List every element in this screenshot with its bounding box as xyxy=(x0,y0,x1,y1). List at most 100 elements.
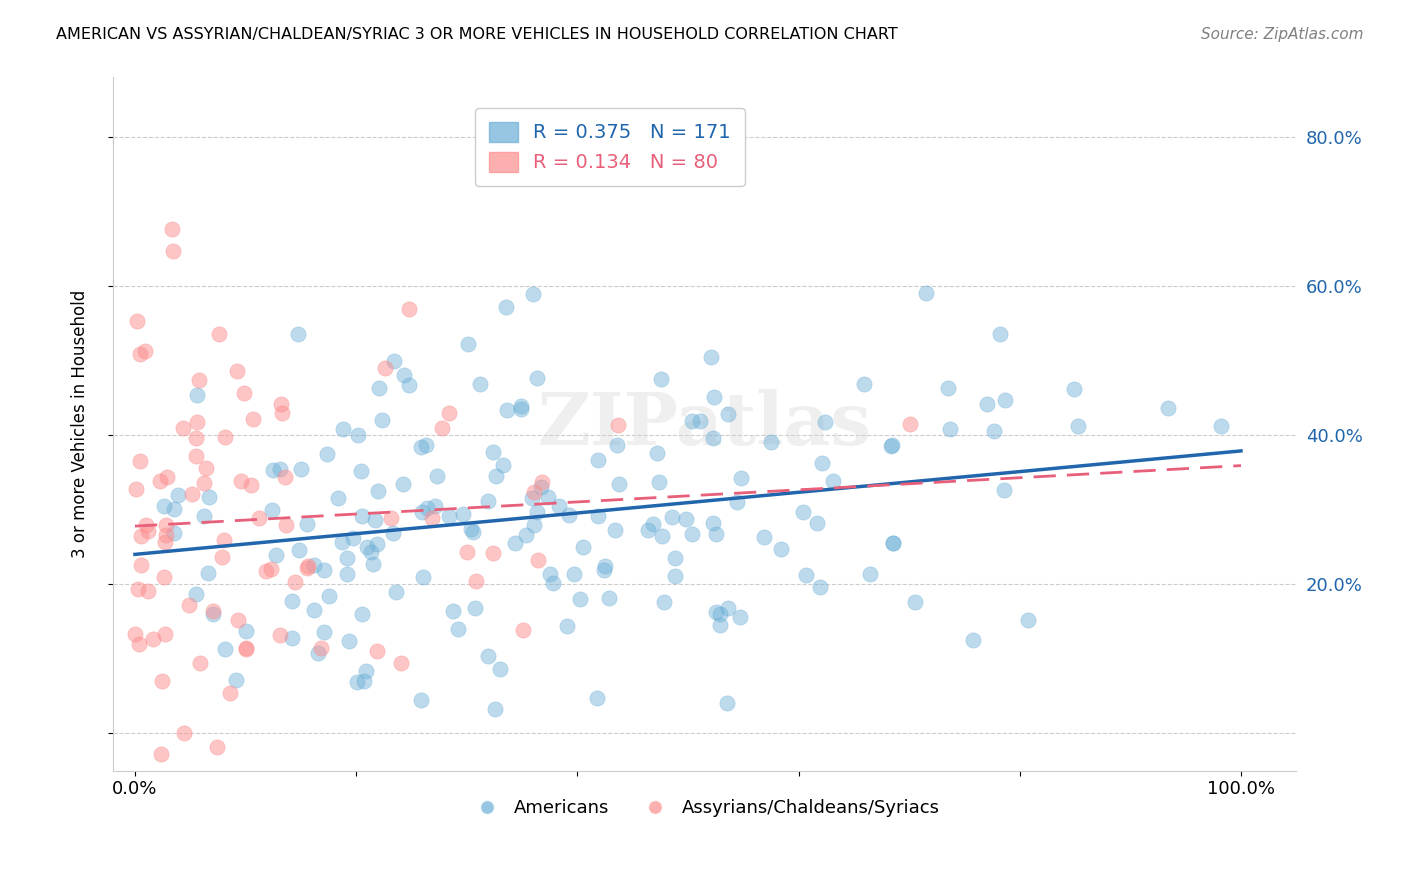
Assyrians/Chaldeans/Syriacs xyxy=(155,518,177,533)
Americans xyxy=(411,504,433,518)
Americans xyxy=(318,589,340,603)
Americans xyxy=(526,505,548,519)
Americans xyxy=(468,377,491,392)
Americans xyxy=(588,453,610,467)
Assyrians/Chaldeans/Syriacs xyxy=(128,454,150,468)
Americans xyxy=(409,440,432,454)
Assyrians/Chaldeans/Syriacs xyxy=(173,726,195,740)
Assyrians/Chaldeans/Syriacs xyxy=(235,640,257,655)
Americans xyxy=(477,494,499,508)
Assyrians/Chaldeans/Syriacs xyxy=(229,474,252,488)
Assyrians/Chaldeans/Syriacs xyxy=(155,527,177,541)
Americans xyxy=(297,517,319,532)
Assyrians/Chaldeans/Syriacs xyxy=(465,574,488,589)
Americans xyxy=(214,642,236,657)
Americans xyxy=(806,516,828,530)
Americans xyxy=(759,434,782,449)
Americans xyxy=(307,646,329,660)
Americans xyxy=(411,692,433,706)
Assyrians/Chaldeans/Syriacs xyxy=(398,302,420,317)
Americans xyxy=(281,632,304,646)
Americans xyxy=(939,422,962,436)
Americans xyxy=(328,491,350,506)
Assyrians/Chaldeans/Syriacs xyxy=(184,449,207,463)
Americans xyxy=(716,697,738,711)
Americans xyxy=(598,591,620,606)
Americans xyxy=(457,337,479,351)
Assyrians/Chaldeans/Syriacs xyxy=(297,558,319,573)
Assyrians/Chaldeans/Syriacs xyxy=(214,430,236,444)
Legend: Americans, Assyrians/Chaldeans/Syriacs: Americans, Assyrians/Chaldeans/Syriacs xyxy=(463,791,948,824)
Americans xyxy=(586,508,609,523)
Assyrians/Chaldeans/Syriacs xyxy=(242,412,264,426)
Assyrians/Chaldeans/Syriacs xyxy=(247,510,270,524)
Americans xyxy=(423,500,446,514)
Americans xyxy=(394,368,416,383)
Assyrians/Chaldeans/Syriacs xyxy=(607,418,630,433)
Americans xyxy=(606,437,628,451)
Assyrians/Chaldeans/Syriacs xyxy=(187,373,209,387)
Americans xyxy=(269,461,291,475)
Assyrians/Chaldeans/Syriacs xyxy=(162,244,184,259)
Americans xyxy=(385,585,408,599)
Americans xyxy=(562,566,585,581)
Americans xyxy=(664,550,686,565)
Americans xyxy=(266,548,288,562)
Assyrians/Chaldeans/Syriacs xyxy=(239,478,262,492)
Americans xyxy=(994,393,1017,408)
Americans xyxy=(704,527,727,541)
Americans xyxy=(730,471,752,485)
Americans xyxy=(1157,401,1180,415)
Americans xyxy=(288,543,311,558)
Americans xyxy=(415,437,437,451)
Americans xyxy=(356,540,378,554)
Americans xyxy=(489,662,512,676)
Americans xyxy=(354,664,377,678)
Americans xyxy=(811,456,834,470)
Americans xyxy=(717,601,740,615)
Americans xyxy=(312,625,335,640)
Americans xyxy=(808,581,831,595)
Assyrians/Chaldeans/Syriacs xyxy=(226,364,249,378)
Americans xyxy=(650,529,672,543)
Americans xyxy=(1209,418,1232,433)
Americans xyxy=(415,501,437,516)
Americans xyxy=(346,675,368,690)
Assyrians/Chaldeans/Syriacs xyxy=(430,420,453,434)
Assyrians/Chaldeans/Syriacs xyxy=(309,640,332,655)
Assyrians/Chaldeans/Syriacs xyxy=(188,656,211,670)
Assyrians/Chaldeans/Syriacs xyxy=(193,476,215,491)
Assyrians/Chaldeans/Syriacs xyxy=(271,406,294,420)
Assyrians/Chaldeans/Syriacs xyxy=(523,485,546,500)
Americans xyxy=(398,377,420,392)
Assyrians/Chaldeans/Syriacs xyxy=(179,598,201,612)
Americans xyxy=(153,500,176,514)
Assyrians/Chaldeans/Syriacs xyxy=(172,421,194,435)
Americans xyxy=(648,475,671,489)
Assyrians/Chaldeans/Syriacs xyxy=(269,628,291,642)
Assyrians/Chaldeans/Syriacs xyxy=(205,739,228,754)
Americans xyxy=(641,516,664,531)
Americans xyxy=(704,605,727,619)
Americans xyxy=(530,480,553,494)
Americans xyxy=(287,327,309,342)
Assyrians/Chaldeans/Syriacs xyxy=(128,637,150,651)
Americans xyxy=(451,508,474,522)
Americans xyxy=(586,691,609,706)
Assyrians/Chaldeans/Syriacs xyxy=(531,475,554,489)
Americans xyxy=(936,381,959,395)
Americans xyxy=(342,531,364,545)
Americans xyxy=(515,528,537,542)
Americans xyxy=(461,524,484,539)
Americans xyxy=(1017,613,1039,627)
Assyrians/Chaldeans/Syriacs xyxy=(142,632,165,646)
Americans xyxy=(186,388,208,402)
Americans xyxy=(572,541,595,555)
Americans xyxy=(730,610,752,624)
Assyrians/Chaldeans/Syriacs xyxy=(228,614,250,628)
Americans xyxy=(725,495,748,509)
Assyrians/Chaldeans/Syriacs xyxy=(180,486,202,500)
Americans xyxy=(426,469,449,483)
Americans xyxy=(447,622,470,636)
Assyrians/Chaldeans/Syriacs xyxy=(186,431,208,445)
